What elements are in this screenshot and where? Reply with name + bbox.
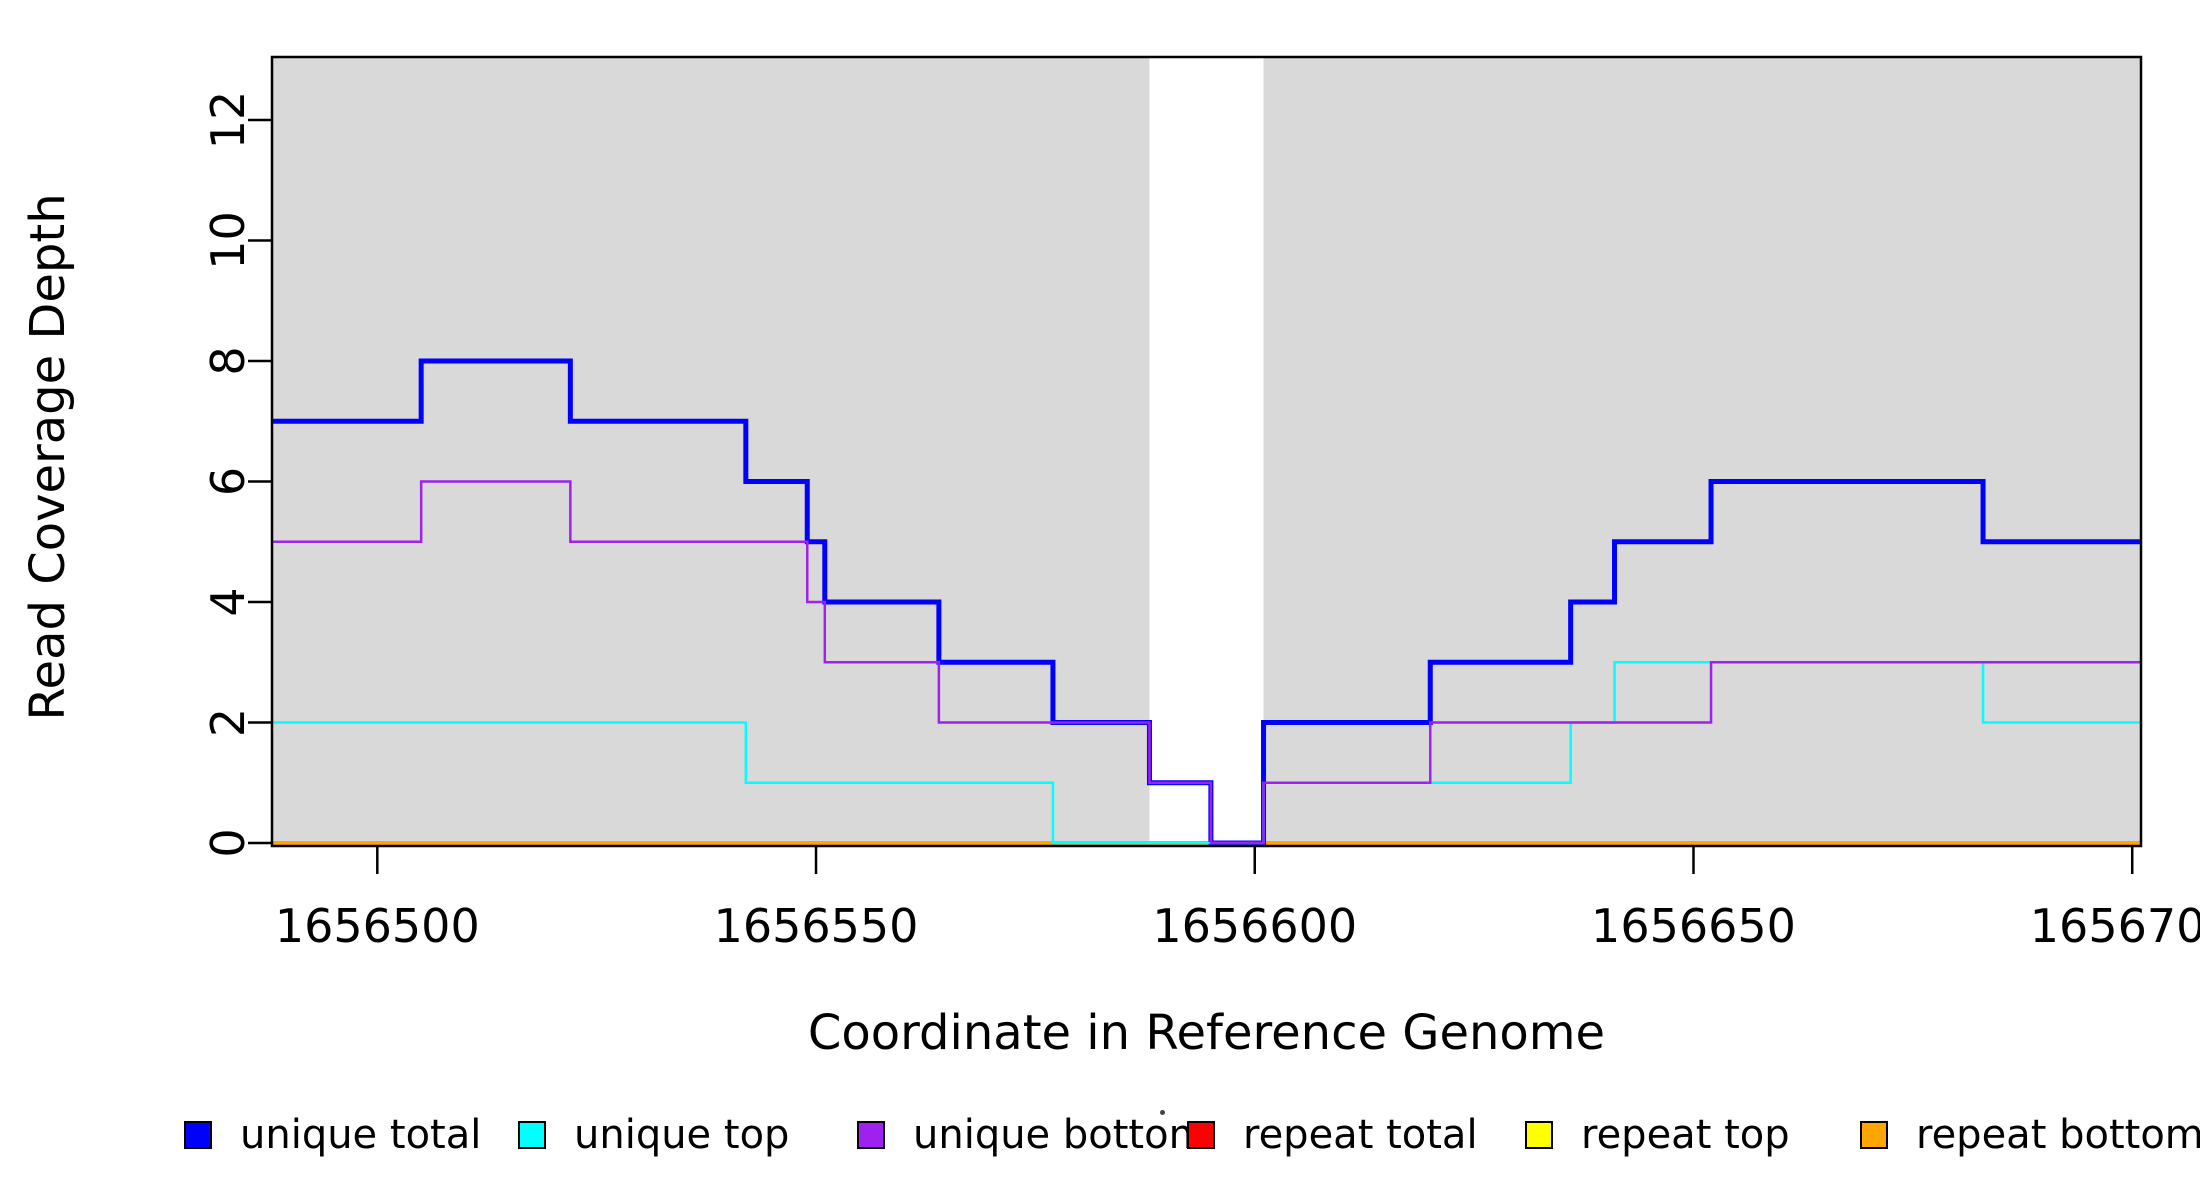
legend-swatch-repeat-bottom <box>1860 1121 1888 1149</box>
y-tick-label: 6 <box>201 467 255 496</box>
x-tick-label: 1656650 <box>1591 899 1796 953</box>
legend-label: repeat top <box>1581 1112 1790 1158</box>
legend-item-repeat-top: repeat top <box>1525 1108 1790 1162</box>
y-tick-label: 0 <box>201 828 255 857</box>
x-axis-title: Coordinate in Reference Genome <box>807 1005 1606 1061</box>
legend-item-unique-top: unique top <box>518 1108 789 1162</box>
legend-item-repeat-total: repeat total <box>1187 1108 1478 1162</box>
y-tick-label: 12 <box>201 91 255 150</box>
y-tick-label: 2 <box>201 708 255 737</box>
x-tick-label: 1656500 <box>275 899 480 953</box>
legend-item-repeat-bottom: repeat bottom <box>1860 1108 2200 1162</box>
x-tick-label: 1656600 <box>1152 899 1357 953</box>
legend: unique total unique top unique bottom repea… <box>0 1108 2200 1162</box>
legend-swatch-repeat-total <box>1187 1121 1215 1149</box>
white-gap <box>1149 57 1264 843</box>
legend-label: unique top <box>574 1112 790 1158</box>
y-axis-title: Read Coverage Depth <box>20 193 76 721</box>
shaded-region-left <box>272 57 1150 843</box>
shaded-region-right <box>1263 57 2141 843</box>
series-unique-bottom <box>272 480 2141 845</box>
legend-swatch-unique-top <box>518 1121 546 1149</box>
x-tick-label: 1656700 <box>2030 899 2200 953</box>
y-tick-label: 8 <box>201 346 255 375</box>
legend-item-unique-total: unique total <box>184 1108 481 1162</box>
plot-box <box>270 55 2143 848</box>
legend-item-unique-bottom: unique bottom <box>857 1108 1208 1162</box>
y-tick-label: 10 <box>201 211 255 270</box>
legend-swatch-unique-bottom <box>857 1121 885 1149</box>
y-tick-label: 4 <box>201 587 255 616</box>
legend-label: repeat total <box>1243 1112 1478 1158</box>
legend-label: unique total <box>240 1112 482 1158</box>
legend-label: unique bottom <box>913 1112 1208 1158</box>
x-tick-label: 1656550 <box>714 899 919 953</box>
legend-swatch-repeat-top <box>1525 1121 1553 1149</box>
legend-swatch-unique-total <box>184 1121 212 1149</box>
legend-label: repeat bottom <box>1916 1112 2200 1158</box>
stray-dot-artifact <box>1160 1110 1165 1115</box>
